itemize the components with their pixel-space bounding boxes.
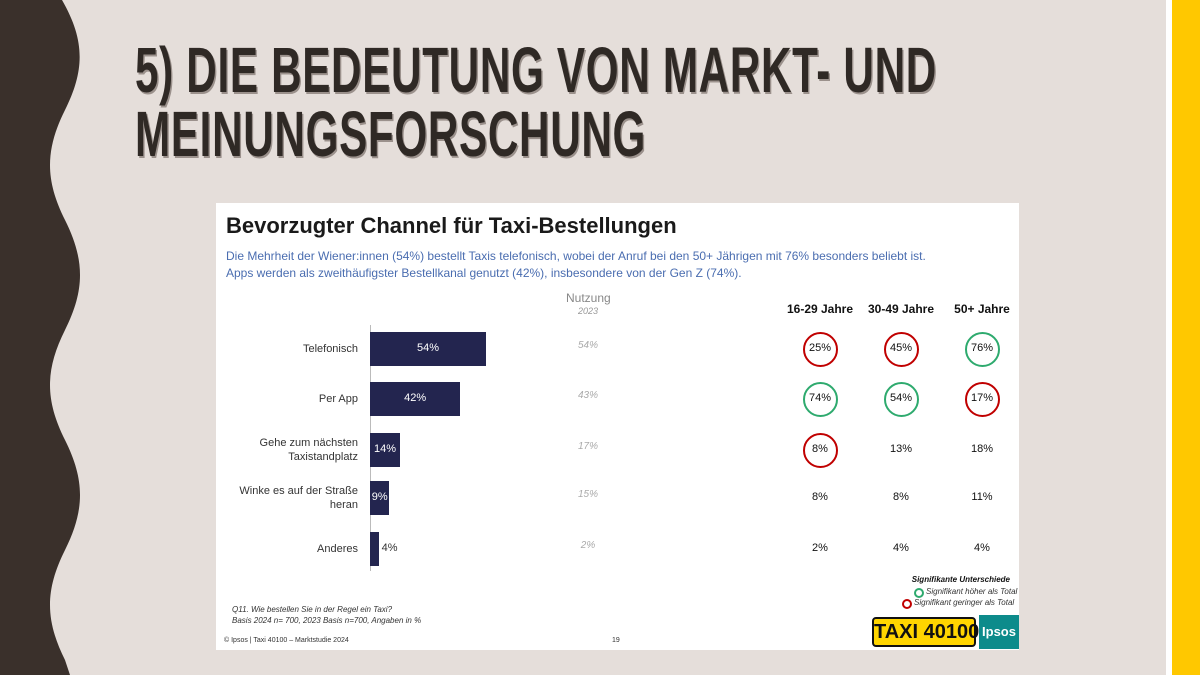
footnote: Basis 2024 n= 700, 2023 Basis n=700, Ang… xyxy=(232,616,422,625)
chart-title: Bevorzugter Channel für Taxi-Bestellunge… xyxy=(226,213,677,238)
category-label: Per App xyxy=(318,393,358,405)
comparison-value: 2% xyxy=(580,540,596,551)
significance-circle xyxy=(884,382,919,417)
segment-header: 16-29 Jahre xyxy=(786,302,854,316)
slide-title: 5) DIE BEDEUTUNG VON MARKT- UND MEINUNGS… xyxy=(135,34,937,170)
segment-value: 8% xyxy=(812,491,828,503)
legend-swatch xyxy=(902,599,912,609)
segment-value: 17% xyxy=(970,392,994,404)
yellow-strip xyxy=(1172,0,1200,675)
bar xyxy=(370,433,401,467)
segment-value: 8% xyxy=(893,491,909,503)
page-number: 19 xyxy=(612,637,620,644)
significance-circle xyxy=(803,332,838,367)
category-label: Telefonisch xyxy=(302,343,358,355)
segment-value: 11% xyxy=(971,491,993,503)
bar xyxy=(370,332,487,366)
segment-value: 13% xyxy=(889,443,913,455)
footer: © Ipsos | Taxi 40100 – Marktstudie 2024 xyxy=(224,637,349,644)
segment-header: 50+ Jahre xyxy=(954,302,1010,316)
legend-label: Signifikant geringer als Total xyxy=(914,598,1015,607)
subtitle: Die Mehrheit der Wiener:innen (54%) best… xyxy=(226,249,926,263)
segment-value: 76% xyxy=(970,342,994,354)
segment-value: 25% xyxy=(808,342,832,354)
separator xyxy=(1166,0,1172,675)
segment-value: 8% xyxy=(812,443,828,455)
comparison-value: 43% xyxy=(577,390,598,401)
segment-value: 54% xyxy=(889,392,913,404)
taxi-logo: TAXI 40100 xyxy=(872,617,979,647)
significance-circle xyxy=(965,332,1000,367)
comparison-value: 15% xyxy=(577,489,598,500)
footnote: Q11. Wie bestellen Sie in der Regel ein … xyxy=(232,605,393,614)
legend-swatch xyxy=(914,588,924,598)
subtitle: Apps werden als zweithäufigster Bestellk… xyxy=(226,266,742,280)
segment-value: 4% xyxy=(974,542,990,554)
comparison-value: 17% xyxy=(577,441,598,452)
legend-label: Signifikant höher als Total xyxy=(926,587,1018,596)
value-label: 9% xyxy=(371,491,388,503)
segment-value: 74% xyxy=(808,392,832,404)
ipsos-logo: Ipsos xyxy=(979,615,1019,649)
significance-circle xyxy=(965,382,1000,417)
value-label: 54% xyxy=(417,342,440,354)
segment-value: 2% xyxy=(812,542,828,554)
segment-value: 18% xyxy=(970,443,994,455)
bar xyxy=(370,382,461,416)
category-label: Gehe zum nächsten Taxistandplatz xyxy=(259,437,358,463)
legend-title: Signifikante Unterschiede xyxy=(911,575,1010,584)
comparison-value: 54% xyxy=(577,340,598,351)
bar xyxy=(370,481,390,515)
bar xyxy=(370,532,379,566)
category-label: Anderes xyxy=(317,543,358,555)
category-label: Winke es auf der Straße heran xyxy=(239,485,358,511)
segment-header: 30-49 Jahre xyxy=(867,302,935,316)
value-label: 14% xyxy=(374,443,397,455)
value-label: 42% xyxy=(404,392,427,404)
card: Bevorzugter Channel für Taxi-Bestellunge… xyxy=(216,203,1019,650)
comparison-subheader: 2023 xyxy=(577,306,599,316)
segment-value: 45% xyxy=(889,342,913,354)
significance-circle xyxy=(803,382,838,417)
wave-strip xyxy=(0,0,80,675)
segment-value: 4% xyxy=(893,542,909,554)
significance-circle xyxy=(884,332,919,367)
value-label: 4% xyxy=(381,542,398,554)
significance-circle xyxy=(803,433,838,468)
comparison-header: Nutzung xyxy=(566,291,611,305)
